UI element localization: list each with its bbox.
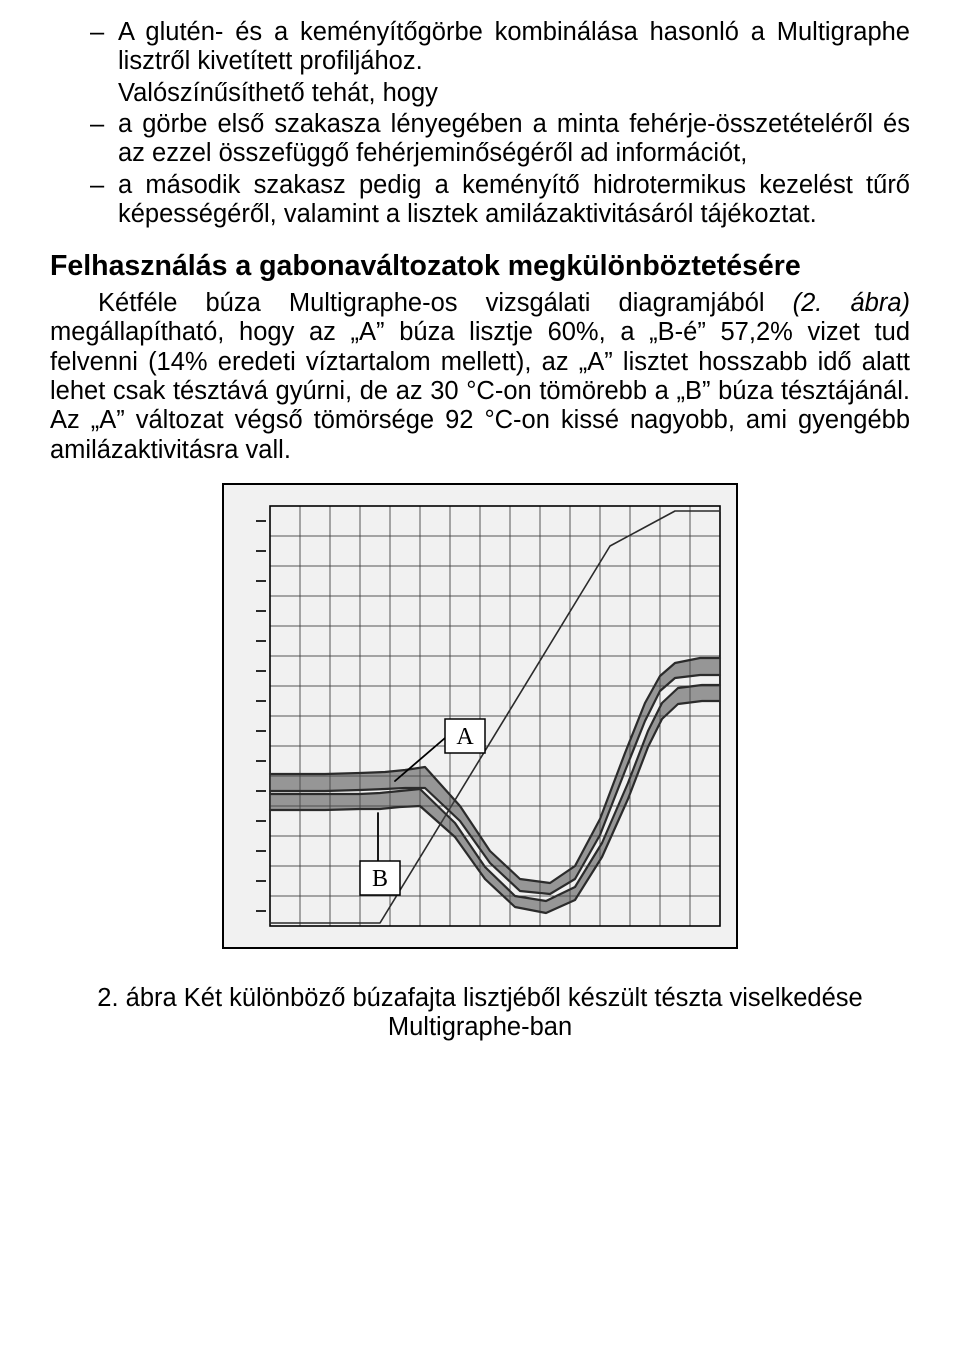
multigraphe-chart: AB: [230, 491, 730, 941]
bullet-item: Valószínűsíthető tehát, hogy: [90, 79, 910, 108]
bullet-item: – a második szakasz pedig a keményítő hi…: [90, 171, 910, 230]
bullet-text: Valószínűsíthető tehát, hogy: [118, 79, 910, 108]
bullet-item: – A glutén- és a keményítőgörbe kombinál…: [90, 18, 910, 77]
section-heading: Felhasználás a gabonaváltozatok megkülön…: [50, 251, 910, 283]
paragraph-text: Kétféle búza Multigraphe-os vizsgálati d…: [50, 289, 910, 464]
bullet-text: a második szakasz pedig a keményítő hidr…: [118, 171, 910, 230]
bullet-item: – a görbe első szakasza lényegében a min…: [90, 110, 910, 169]
figure-ref: (2. ábra): [793, 289, 910, 317]
bullet-text: A glutén- és a keményítőgörbe kombinálás…: [118, 18, 910, 77]
svg-text:A: A: [456, 724, 474, 750]
bullet-dash: –: [90, 110, 118, 139]
body-paragraph: Kétféle búza Multigraphe-os vizsgálati d…: [50, 289, 910, 465]
bullet-list: – A glutén- és a keményítőgörbe kombinál…: [90, 18, 910, 229]
bullet-text: a görbe első szakasza lényegében a minta…: [118, 110, 910, 169]
bullet-dash: –: [90, 171, 118, 200]
svg-text:B: B: [372, 866, 388, 892]
figure-caption: 2. ábra Két különböző búzafajta lisztjéb…: [90, 984, 870, 1043]
figure-container: AB: [50, 483, 910, 954]
figure-frame: AB: [222, 483, 738, 949]
bullet-dash: –: [90, 18, 118, 47]
